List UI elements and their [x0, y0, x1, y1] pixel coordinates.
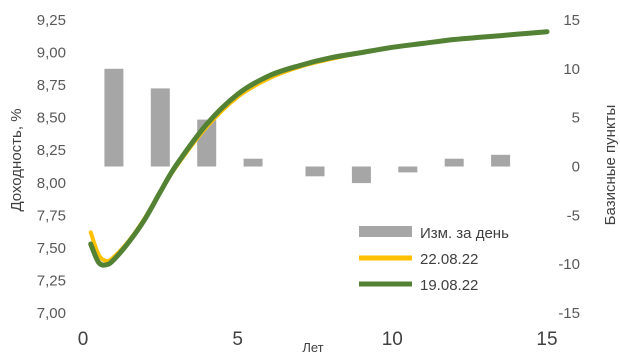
x-tick-label: 10 — [382, 329, 403, 350]
series-line-2 — [88, 29, 550, 268]
bars-layer — [104, 68, 511, 184]
right-tick-label: 10 — [563, 61, 580, 78]
legend-bar-label: Изм. за день — [420, 225, 509, 242]
bar — [104, 68, 124, 167]
left-tick-label: 8,00 — [37, 175, 66, 192]
legend-series-2-label: 19.08.22 — [420, 277, 478, 294]
bar — [305, 166, 325, 177]
right-tick-label: 15 — [563, 12, 580, 29]
left-tick-label: 7,00 — [37, 305, 66, 322]
bar — [491, 154, 511, 167]
x-axis-ticks: 0 5 10 15 — [78, 329, 558, 350]
legend: Изм. за день 22.08.22 19.08.22 — [359, 225, 509, 294]
legend-series-1-label: 22.08.22 — [420, 251, 478, 268]
right-tick-label: -15 — [558, 305, 580, 322]
left-tick-label: 8,75 — [37, 77, 66, 94]
bar — [150, 88, 170, 167]
right-axis-title: Базисные пункты — [602, 105, 619, 226]
bar — [351, 166, 371, 184]
right-tick-label: -10 — [558, 256, 580, 273]
right-axis-ticks: -15 -10 -5 0 5 10 15 — [558, 12, 580, 322]
left-tick-label: 8,50 — [37, 110, 66, 127]
right-tick-label: 0 — [572, 159, 580, 176]
left-tick-label: 8,25 — [37, 142, 66, 159]
left-tick-label: 9,00 — [37, 45, 66, 62]
lines-layer — [88, 29, 550, 268]
bar — [243, 158, 263, 167]
left-tick-label: 7,75 — [37, 207, 66, 224]
left-tick-label: 7,50 — [37, 240, 66, 257]
x-tick-label: 0 — [78, 329, 89, 350]
legend-bar-swatch — [359, 226, 412, 237]
left-axis-ticks: 7,00 7,25 7,50 7,75 8,00 8,25 8,50 8,75 9,00 9,25 — [37, 12, 66, 322]
right-tick-label: -5 — [567, 207, 580, 224]
x-tick-label: 15 — [536, 329, 557, 350]
bar — [398, 166, 418, 173]
left-axis-title: Доходность, % — [8, 108, 25, 211]
x-axis-title: Лет — [302, 340, 323, 354]
right-tick-label: 5 — [572, 110, 580, 127]
bar — [444, 158, 464, 167]
x-tick-label: 5 — [232, 329, 243, 350]
left-tick-label: 7,25 — [37, 272, 66, 289]
left-tick-label: 9,25 — [37, 12, 66, 29]
